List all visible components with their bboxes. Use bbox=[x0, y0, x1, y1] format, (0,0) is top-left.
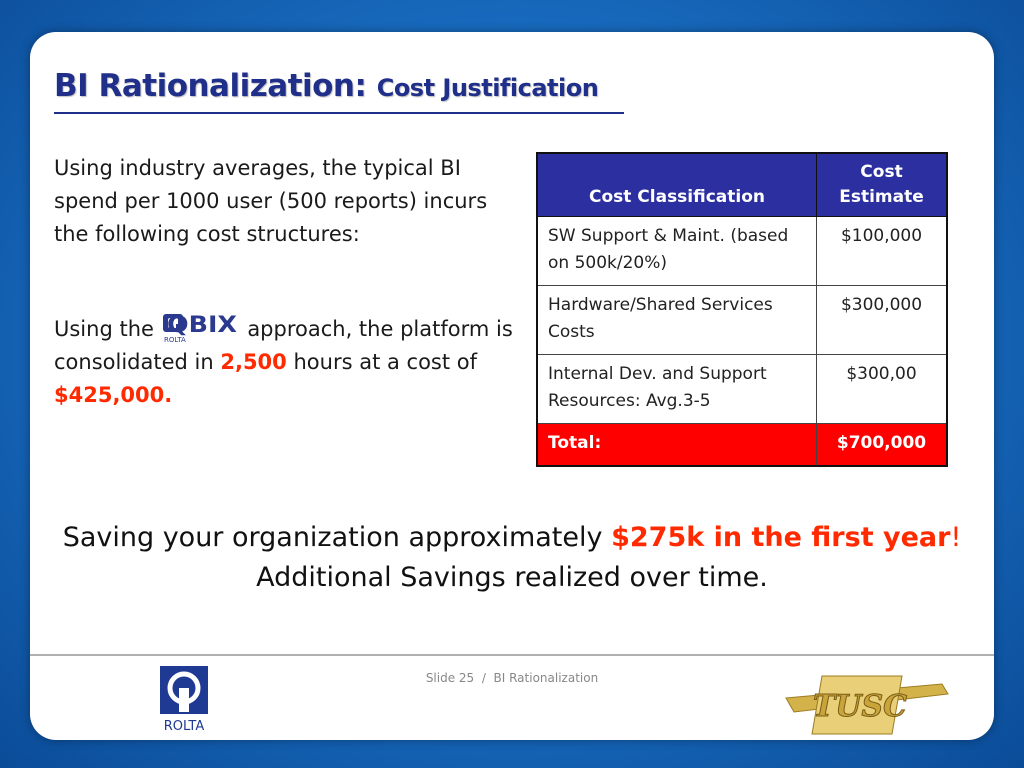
footer-section: BI Rationalization bbox=[493, 671, 599, 685]
approach-middle: approach, the platform is consolidated i… bbox=[54, 317, 513, 374]
savings-line-2: Additional Savings realized over time. bbox=[256, 562, 768, 593]
qbix-logo-icon: QBIX ROLTA bbox=[162, 313, 237, 344]
header-cost-classification: Cost Classification bbox=[536, 152, 817, 217]
qbix-logo-text: QBIX bbox=[167, 313, 237, 338]
footer-separator: / bbox=[481, 671, 486, 685]
rolta-logo-icon: ROLTA bbox=[160, 666, 208, 732]
title-sub: Cost Justification bbox=[376, 74, 599, 102]
hours-suffix: hours at a cost of bbox=[293, 350, 478, 374]
intro-paragraph: Using industry averages, the typical BI … bbox=[54, 156, 488, 246]
qbix-logo-subtext: ROLTA bbox=[164, 336, 186, 344]
row-estimate: $100,000 bbox=[816, 216, 948, 286]
row-classification: SW Support & Maint. (based on 500k/20%) bbox=[536, 216, 817, 286]
savings-exclamation: ! bbox=[950, 522, 962, 553]
table-header-row: Cost Classification Cost Estimate bbox=[536, 152, 948, 217]
savings-line-1: Saving your organization approximately $… bbox=[30, 518, 994, 558]
tusc-logo-text: TUSC bbox=[813, 689, 907, 724]
total-label: Total: bbox=[536, 423, 817, 467]
footer-divider bbox=[30, 654, 994, 656]
title-underline bbox=[54, 112, 624, 114]
table-row: Internal Dev. and Support Resources: Avg… bbox=[536, 354, 948, 424]
row-estimate: $300,00 bbox=[816, 354, 948, 424]
rolta-logo-text: ROLTA bbox=[164, 719, 205, 732]
savings-statement: Saving your organization approximately $… bbox=[30, 518, 994, 598]
hours-value: 2,500 bbox=[220, 350, 287, 374]
approach-prefix: Using the bbox=[54, 317, 154, 341]
savings-prefix: Saving your organization approximately bbox=[62, 522, 603, 553]
table-total-row: Total: $700,000 bbox=[536, 423, 948, 467]
savings-highlight: $275k in the first year bbox=[611, 522, 951, 553]
slide-title: BI Rationalization: Cost Justification bbox=[54, 68, 599, 104]
footer-slide-info: Slide 25 / BI Rationalization bbox=[30, 671, 994, 685]
row-classification: Hardware/Shared Services Costs bbox=[536, 285, 817, 355]
row-estimate: $300,000 bbox=[816, 285, 948, 355]
tusc-logo-icon: TUSC bbox=[785, 675, 949, 735]
cost-table: Cost Classification Cost Estimate SW Sup… bbox=[536, 152, 948, 467]
row-classification: Internal Dev. and Support Resources: Avg… bbox=[536, 354, 817, 424]
table-row: Hardware/Shared Services Costs $300,000 bbox=[536, 285, 948, 355]
slide-number: Slide 25 bbox=[425, 671, 475, 685]
title-main: BI Rationalization: bbox=[54, 68, 367, 104]
table-row: SW Support & Maint. (based on 500k/20%) … bbox=[536, 216, 948, 286]
approach-paragraph: Using the QBIX ROLTA approach, the platf… bbox=[54, 310, 522, 412]
header-cost-estimate: Cost Estimate bbox=[816, 152, 948, 217]
total-value: $700,000 bbox=[816, 423, 948, 467]
cost-value: $425,000. bbox=[54, 383, 173, 407]
slide-card: BI Rationalization: Cost Justification U… bbox=[30, 32, 994, 740]
